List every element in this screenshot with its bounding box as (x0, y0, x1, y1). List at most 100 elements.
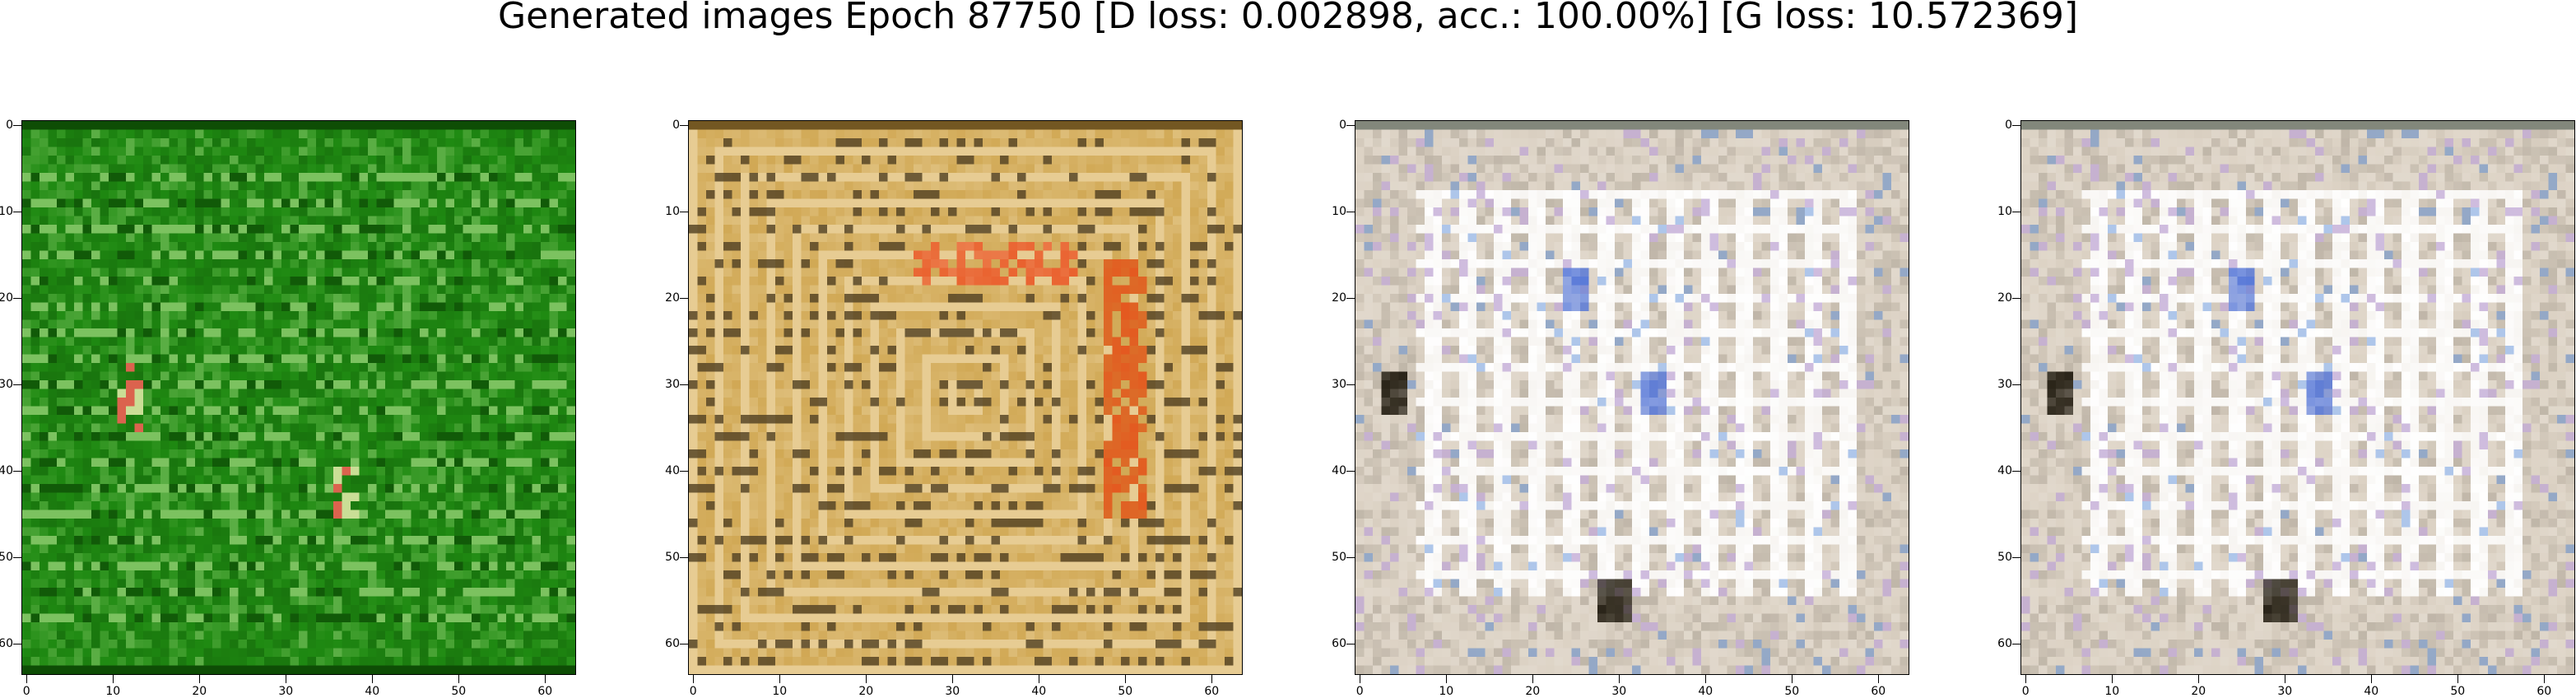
x-tick-label: 50 (2450, 685, 2466, 698)
x-tick (113, 675, 114, 683)
x-tick (866, 675, 867, 683)
y-tick (13, 471, 21, 472)
x-tick (2457, 675, 2459, 683)
x-tick-label: 0 (689, 685, 697, 698)
x-tick (2544, 675, 2546, 683)
x-tick-label: 50 (451, 685, 467, 698)
x-tick-label: 30 (945, 685, 960, 698)
generated-image-panel-1: 0 10 20 30 40 50 60 0 10 20 30 40 50 60 (0, 119, 576, 698)
y-tick (2012, 471, 2020, 472)
x-tick-label: 10 (2104, 685, 2120, 698)
y-tick-label: 40 (0, 464, 13, 478)
y-tick (1346, 125, 1355, 127)
y-tick (680, 471, 688, 472)
x-tick-label: 10 (105, 685, 121, 698)
x-tick (1532, 675, 1534, 683)
x-tick-label: 40 (1698, 685, 1713, 698)
generated-image-1 (21, 120, 576, 675)
x-tick (1705, 675, 1707, 683)
y-tick (2012, 557, 2020, 559)
x-tick (545, 675, 546, 683)
y-tick-label: 10 (1332, 205, 1346, 219)
x-tick-label: 40 (1031, 685, 1047, 698)
y-tick-label: 60 (1997, 637, 2012, 651)
x-tick-label: 0 (22, 685, 30, 698)
x-tick-label: 60 (537, 685, 553, 698)
y-tick (13, 384, 21, 386)
y-tick (680, 384, 688, 386)
y-tick-label: 40 (665, 464, 680, 478)
generated-image-panel-4: 0 10 20 30 40 50 60 0 10 20 30 40 50 60 (1997, 119, 2575, 698)
y-tick-label: 30 (0, 378, 13, 392)
x-tick (952, 675, 954, 683)
figure-title: Generated images Epoch 87750 [D loss: 0.… (497, 0, 2078, 37)
y-tick-label: 0 (1339, 119, 1346, 133)
x-tick (2371, 675, 2373, 683)
x-tick (199, 675, 201, 683)
y-tick-label: 10 (1997, 205, 2012, 219)
x-tick-label: 40 (2364, 685, 2379, 698)
generated-image-4 (2020, 120, 2575, 675)
x-tick (1211, 675, 1213, 683)
x-tick-label: 30 (278, 685, 294, 698)
x-tick-label: 20 (192, 685, 207, 698)
x-tick-label: 30 (1611, 685, 1627, 698)
x-tick (2198, 675, 2200, 683)
y-tick-label: 60 (0, 637, 13, 651)
y-tick (1346, 557, 1355, 559)
y-tick-label: 50 (1997, 551, 2012, 565)
y-tick-label: 40 (1332, 464, 1346, 478)
x-tick-label: 0 (2021, 685, 2030, 698)
y-tick-label: 60 (665, 637, 680, 651)
y-tick-label: 0 (2005, 119, 2012, 133)
x-tick-label: 60 (1204, 685, 1220, 698)
y-tick (2012, 125, 2020, 127)
x-tick-label: 40 (365, 685, 380, 698)
y-tick-label: 30 (665, 378, 680, 392)
x-tick-label: 20 (1525, 685, 1541, 698)
x-tick (1619, 675, 1620, 683)
y-tick-label: 20 (665, 291, 680, 305)
y-tick-label: 30 (1332, 378, 1346, 392)
y-tick-label: 60 (1332, 637, 1346, 651)
y-tick-label: 10 (665, 205, 680, 219)
x-tick (26, 675, 28, 683)
y-tick-label: 40 (1997, 464, 2012, 478)
y-tick (1346, 471, 1355, 472)
x-tick-label: 30 (2277, 685, 2293, 698)
generated-image-2 (688, 120, 1243, 675)
y-tick (1346, 384, 1355, 386)
y-tick-label: 20 (0, 291, 13, 305)
y-tick-label: 20 (1997, 291, 2012, 305)
generated-image-panel-3: 0 10 20 30 40 50 60 0 10 20 30 40 50 60 (1332, 119, 1909, 698)
y-tick (2012, 298, 2020, 300)
y-tick (680, 125, 688, 127)
x-tick-label: 20 (2191, 685, 2206, 698)
x-tick (458, 675, 460, 683)
x-tick-label: 50 (1784, 685, 1800, 698)
y-tick-label: 50 (665, 551, 680, 565)
x-tick (1792, 675, 1793, 683)
y-tick (13, 557, 21, 559)
x-tick-label: 10 (772, 685, 788, 698)
y-tick-label: 0 (672, 119, 680, 133)
y-tick-label: 0 (6, 119, 13, 133)
y-tick (680, 557, 688, 559)
y-tick-label: 50 (1332, 551, 1346, 565)
x-tick (2025, 675, 2027, 683)
x-tick (779, 675, 781, 683)
y-tick-label: 50 (0, 551, 13, 565)
generated-image-panel-2: 0 10 20 30 40 50 60 0 10 20 30 40 50 60 (665, 119, 1243, 698)
x-tick-label: 10 (1439, 685, 1454, 698)
y-tick (680, 298, 688, 300)
y-tick (13, 298, 21, 300)
x-tick-label: 60 (1871, 685, 1886, 698)
y-tick-label: 20 (1332, 291, 1346, 305)
y-tick-label: 10 (0, 205, 13, 219)
x-tick (1446, 675, 1448, 683)
x-tick (2112, 675, 2113, 683)
x-tick-label: 0 (1355, 685, 1364, 698)
x-tick (372, 675, 374, 683)
x-tick-label: 50 (1118, 685, 1133, 698)
y-tick-label: 30 (1997, 378, 2012, 392)
